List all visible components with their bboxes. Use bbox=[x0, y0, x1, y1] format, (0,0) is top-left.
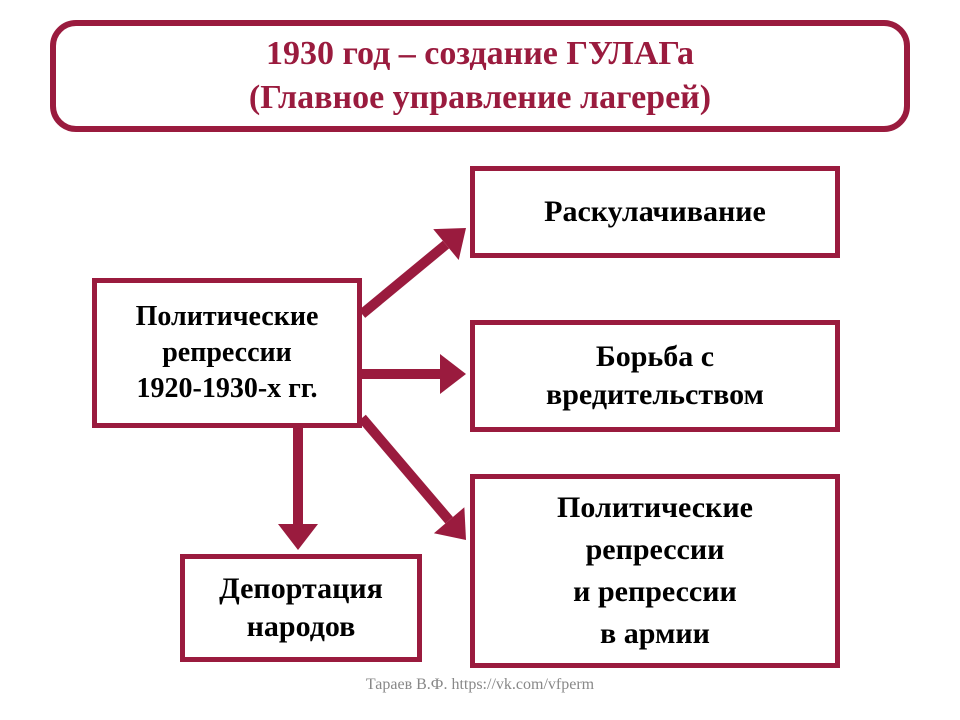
node-source-line3: 1920-1930-х гг. bbox=[137, 371, 318, 407]
footer-credit: Тараев В.Ф. https://vk.com/vfperm bbox=[0, 676, 960, 694]
diagram-stage: 1930 год – создание ГУЛАГа (Главное упра… bbox=[0, 0, 960, 720]
node-source-line2: репрессии bbox=[162, 335, 292, 371]
node-n3-line2: репрессии bbox=[586, 529, 725, 571]
node-source-line1: Политические bbox=[136, 299, 319, 335]
node-source: Политические репрессии 1920-1930-х гг. bbox=[92, 278, 362, 428]
node-n4-line1: Депортация bbox=[219, 570, 383, 608]
title-box: 1930 год – создание ГУЛАГа (Главное упра… bbox=[50, 20, 910, 132]
node-n2-line2: вредительством bbox=[546, 376, 764, 414]
title-line2: (Главное управление лагерей) bbox=[249, 76, 711, 120]
node-n4-line2: народов bbox=[247, 608, 356, 646]
node-n3-line3: и репрессии bbox=[573, 571, 737, 613]
node-n2-line1: Борьба с bbox=[596, 338, 714, 376]
node-n1-line1: Раскулачивание bbox=[544, 194, 766, 230]
node-raskulachivanie: Раскулачивание bbox=[470, 166, 840, 258]
title-line1: 1930 год – создание ГУЛАГа bbox=[266, 32, 694, 76]
node-deportation: Депортация народов bbox=[180, 554, 422, 662]
node-n3-line1: Политические bbox=[557, 487, 753, 529]
node-army-repressions: Политические репрессии и репрессии в арм… bbox=[470, 474, 840, 668]
node-vreditelstvo: Борьба с вредительством bbox=[470, 320, 840, 432]
node-n3-line4: в армии bbox=[600, 613, 710, 655]
